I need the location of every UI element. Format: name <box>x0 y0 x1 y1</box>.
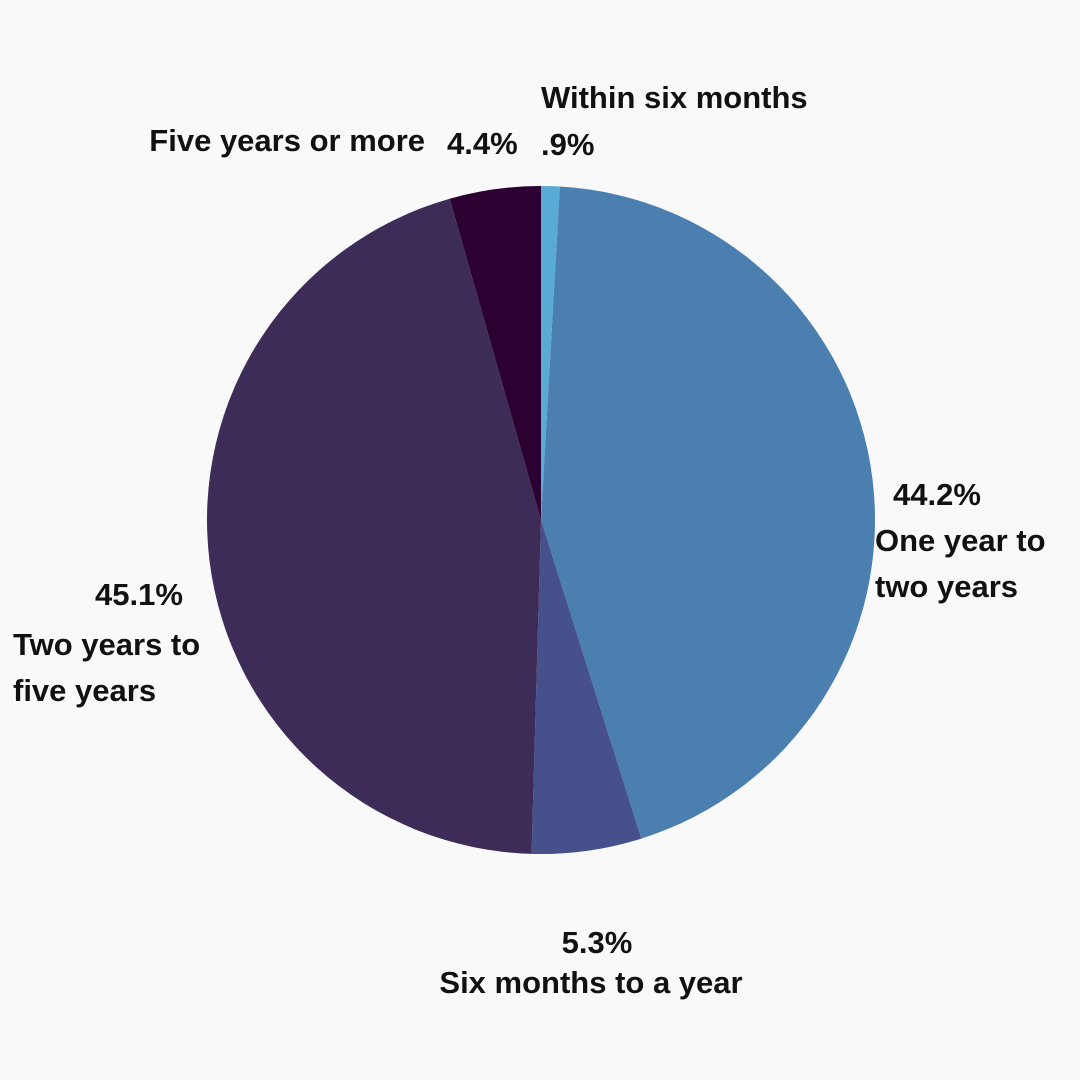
slice-value-label: 45.1% <box>95 577 183 612</box>
pie-slice <box>541 186 876 839</box>
slice-label: Six months to a year <box>439 965 743 1000</box>
pie-slice <box>207 198 541 854</box>
slice-label: Five years or more <box>149 123 425 158</box>
slice-value-label: .9% <box>541 127 595 162</box>
slice-label: Two years to five years <box>13 627 201 708</box>
slice-value-label: 5.3% <box>561 925 633 960</box>
slice-value-label: 4.4% <box>447 126 518 161</box>
pie-slice <box>531 520 642 854</box>
slice-value-label: 44.2% <box>893 477 981 512</box>
pie-slice <box>541 186 560 520</box>
slice-label: Within six months <box>541 80 808 115</box>
pie-slice <box>449 186 541 520</box>
slice-label: One year to two years <box>875 523 1046 604</box>
